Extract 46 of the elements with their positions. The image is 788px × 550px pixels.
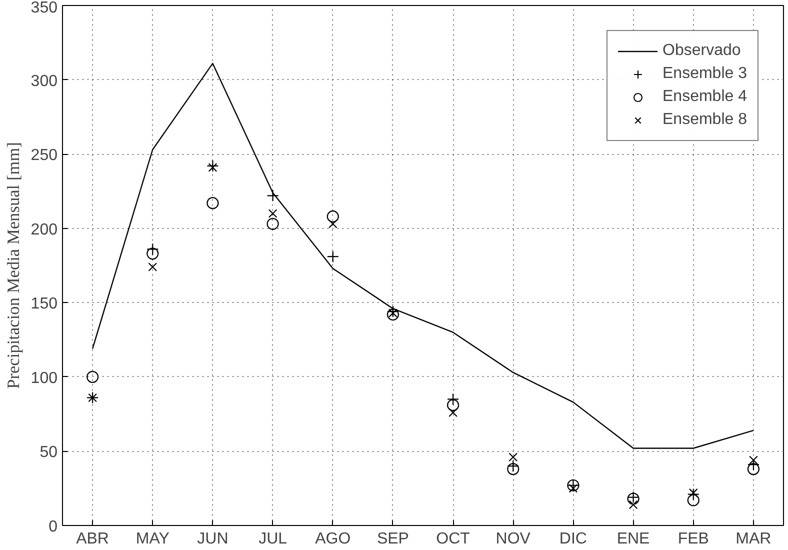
x-tick-label: AGO bbox=[315, 530, 351, 548]
x-tick-label: SEP bbox=[376, 530, 409, 548]
x-tick-label: ENE bbox=[616, 530, 650, 548]
point bbox=[208, 163, 218, 172]
point bbox=[446, 399, 460, 412]
y-tick-label: 150 bbox=[30, 296, 58, 313]
point bbox=[508, 452, 518, 462]
point bbox=[687, 494, 700, 506]
y-tick-label: 250 bbox=[30, 147, 58, 164]
point bbox=[326, 210, 339, 223]
point bbox=[148, 262, 158, 272]
point bbox=[326, 250, 339, 263]
legend-label: Ensemble 3 bbox=[662, 65, 747, 83]
x-tick-label: FEB bbox=[678, 530, 709, 548]
y-axis-title: Precipitacion Media Mensual [mm] bbox=[4, 142, 23, 389]
point bbox=[266, 218, 279, 230]
point bbox=[86, 370, 99, 383]
x-tick-label: DIC bbox=[559, 530, 587, 548]
point bbox=[507, 463, 520, 476]
line-series bbox=[92, 62, 754, 449]
legend-label: Ensemble 8 bbox=[662, 111, 747, 129]
y-tick-label: 200 bbox=[30, 221, 58, 238]
point bbox=[568, 484, 578, 493]
legend-label: Ensemble 4 bbox=[662, 88, 747, 106]
point bbox=[146, 248, 159, 260]
point bbox=[268, 209, 278, 218]
y-tick-label: 50 bbox=[40, 444, 58, 462]
point bbox=[448, 408, 458, 418]
point bbox=[386, 308, 400, 321]
y-tick-label: 0 bbox=[48, 518, 58, 536]
point bbox=[747, 463, 760, 476]
legend-label: Observado bbox=[662, 42, 741, 60]
point bbox=[328, 219, 338, 228]
y-tick-label: 300 bbox=[30, 72, 58, 90]
x-tick-label: ABR bbox=[76, 530, 109, 548]
x-tick-label: OCT bbox=[436, 530, 470, 548]
point bbox=[628, 500, 638, 510]
point bbox=[688, 488, 698, 498]
point bbox=[206, 197, 219, 210]
y-tick-label: 100 bbox=[30, 370, 58, 387]
x-tick-label: JUN bbox=[197, 530, 228, 548]
x-tick-label: JUL bbox=[258, 530, 288, 548]
x-tick-label: NOV bbox=[496, 530, 531, 548]
x-tick-label: MAR bbox=[736, 530, 772, 548]
y-tick-label: 350 bbox=[30, 0, 58, 16]
x-tick-label: MAY bbox=[136, 530, 170, 548]
